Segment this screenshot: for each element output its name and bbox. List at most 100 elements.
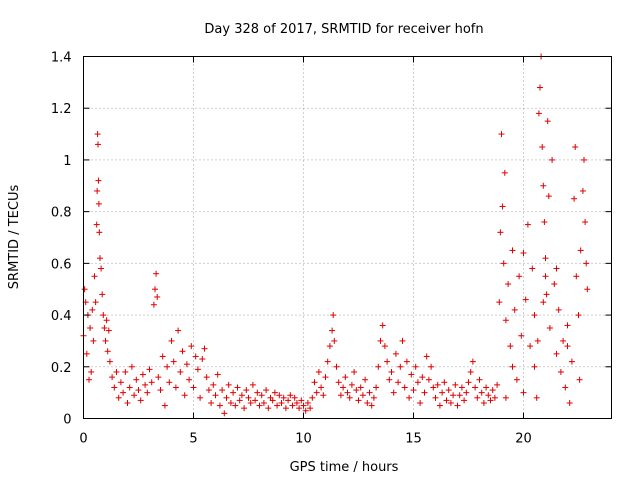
data-point bbox=[540, 182, 547, 189]
data-point bbox=[557, 368, 564, 375]
data-point bbox=[502, 394, 509, 401]
data-point bbox=[553, 265, 560, 272]
data-point bbox=[533, 394, 540, 401]
data-point bbox=[135, 387, 142, 394]
data-point bbox=[566, 399, 573, 406]
data-point bbox=[584, 286, 591, 293]
y-tick-label: 0.6 bbox=[51, 257, 72, 272]
data-point bbox=[520, 389, 527, 396]
data-point bbox=[388, 368, 395, 375]
data-point bbox=[318, 384, 325, 391]
data-point bbox=[139, 371, 146, 378]
data-point bbox=[450, 392, 457, 399]
data-point bbox=[115, 394, 122, 401]
data-point bbox=[520, 250, 527, 257]
data-point bbox=[458, 384, 465, 391]
data-point bbox=[181, 392, 188, 399]
data-point bbox=[366, 389, 373, 396]
data-point bbox=[541, 218, 548, 225]
data-point bbox=[161, 402, 168, 409]
data-point bbox=[406, 394, 413, 401]
data-point bbox=[499, 203, 506, 210]
data-point bbox=[322, 374, 329, 381]
data-point bbox=[568, 358, 575, 365]
data-point bbox=[340, 384, 347, 391]
data-point bbox=[164, 363, 171, 370]
data-point bbox=[581, 156, 587, 163]
data-point bbox=[572, 144, 579, 150]
data-point bbox=[190, 384, 197, 391]
data-point bbox=[159, 353, 166, 360]
data-point bbox=[542, 255, 549, 262]
data-point bbox=[238, 392, 245, 399]
y-tick-label: 0.4 bbox=[51, 309, 72, 324]
data-point bbox=[225, 381, 232, 388]
y-tick-label: 1.2 bbox=[51, 102, 72, 117]
data-point bbox=[384, 358, 391, 365]
data-point bbox=[511, 306, 518, 313]
data-point bbox=[524, 221, 531, 228]
data-point bbox=[179, 348, 186, 355]
data-point bbox=[309, 394, 316, 401]
data-point bbox=[152, 286, 158, 293]
plot-frame bbox=[83, 56, 612, 419]
data-point bbox=[423, 353, 430, 360]
data-point bbox=[412, 363, 419, 370]
data-point bbox=[97, 255, 103, 262]
data-point bbox=[208, 399, 215, 406]
y-axis-label: SRMTID / TECUs bbox=[7, 185, 22, 290]
data-point bbox=[94, 187, 101, 194]
data-point bbox=[395, 379, 402, 386]
data-point bbox=[87, 325, 94, 331]
data-point bbox=[362, 376, 369, 383]
data-point bbox=[324, 358, 331, 365]
data-point bbox=[454, 402, 461, 409]
data-point bbox=[210, 381, 217, 388]
data-point bbox=[154, 293, 161, 300]
data-point bbox=[331, 337, 338, 344]
data-point bbox=[509, 247, 516, 254]
data-point bbox=[120, 389, 127, 396]
data-point bbox=[192, 353, 199, 360]
data-point bbox=[368, 402, 375, 409]
data-point bbox=[555, 306, 562, 313]
data-point bbox=[379, 322, 386, 329]
data-point bbox=[502, 317, 509, 324]
data-point bbox=[88, 368, 95, 375]
data-point bbox=[83, 350, 90, 357]
data-point bbox=[537, 84, 543, 91]
data-point bbox=[564, 343, 571, 350]
data-point bbox=[408, 371, 415, 378]
data-point bbox=[166, 379, 173, 386]
x-tick-label: 10 bbox=[295, 432, 312, 447]
data-point bbox=[282, 405, 289, 412]
data-point bbox=[113, 368, 120, 375]
data-point bbox=[467, 368, 474, 375]
data-point bbox=[560, 337, 567, 344]
y-tick-label: 0 bbox=[63, 413, 71, 428]
data-point bbox=[342, 374, 349, 381]
data-point bbox=[545, 193, 552, 200]
data-point bbox=[399, 337, 406, 344]
data-point bbox=[463, 389, 470, 396]
data-point bbox=[447, 399, 454, 406]
data-point bbox=[386, 376, 393, 383]
data-point bbox=[265, 405, 272, 412]
data-point bbox=[478, 389, 485, 396]
data-point bbox=[419, 374, 426, 381]
data-point bbox=[421, 389, 428, 396]
data-point bbox=[223, 394, 230, 401]
data-point bbox=[102, 337, 109, 344]
data-point bbox=[392, 350, 399, 357]
x-tick-label: 5 bbox=[189, 432, 197, 447]
data-point bbox=[579, 187, 586, 194]
x-tick-labels: 0 5 10 15 20 bbox=[79, 432, 531, 447]
data-point bbox=[170, 358, 177, 365]
data-point bbox=[175, 327, 182, 334]
data-point bbox=[148, 379, 155, 386]
data-point bbox=[333, 363, 340, 370]
data-point bbox=[258, 392, 265, 399]
data-point bbox=[236, 397, 243, 404]
data-point bbox=[564, 322, 571, 329]
y-tick-label: 1.4 bbox=[51, 51, 72, 66]
